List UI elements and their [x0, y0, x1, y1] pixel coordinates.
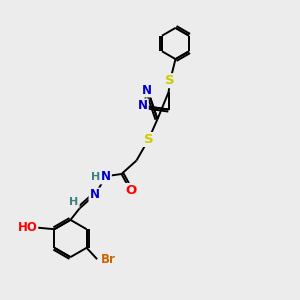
Text: H: H [70, 197, 79, 207]
Text: H: H [91, 172, 101, 182]
Text: HO: HO [17, 221, 37, 234]
Text: N: N [89, 188, 100, 202]
Text: O: O [125, 184, 136, 197]
Text: S: S [165, 74, 175, 87]
Text: Br: Br [101, 253, 116, 266]
Text: N: N [101, 170, 111, 184]
Text: N: N [138, 99, 148, 112]
Text: S: S [144, 133, 153, 146]
Text: N: N [142, 83, 152, 97]
